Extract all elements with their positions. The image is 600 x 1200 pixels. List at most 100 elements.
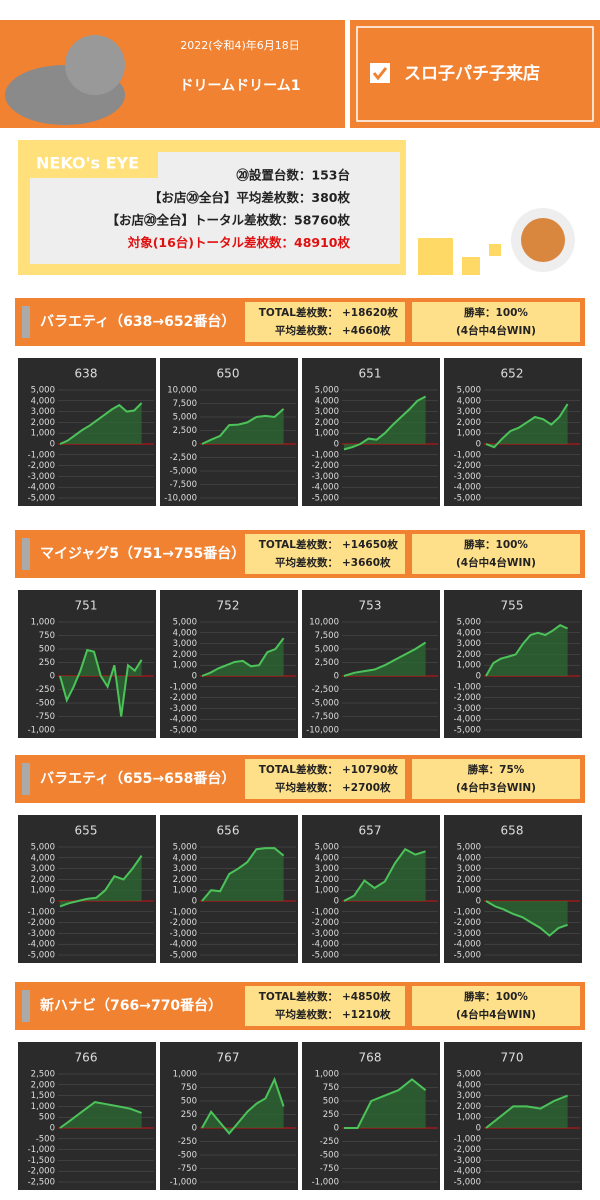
y-tick-label: 1,000 [457,1113,481,1123]
y-tick-label: 2,000 [31,875,55,885]
y-tick-label: 2,500 [173,426,197,436]
y-tick-label: 2,000 [173,875,197,885]
y-tick-label: -2,000 [454,918,481,928]
line [485,403,569,449]
y-tick-label: -2,000 [312,918,339,928]
line [343,395,427,451]
y-tick-label: -500 [36,699,55,709]
y-tick-label: 1,000 [457,886,481,896]
y-tick-label: -1,500 [28,1156,55,1166]
area [60,650,142,717]
y-tick-label: 2,500 [315,658,339,668]
win-rate: 勝率：100% [464,306,528,319]
y-tick-label: 3,000 [457,407,481,417]
average-value: +4660枚 [342,324,391,337]
deco [489,244,501,256]
area [202,408,284,444]
y-tick-label: 2,000 [457,418,481,428]
line [485,900,568,937]
chart-title: 751 [75,599,98,613]
win-count: (4台中4台WIN) [456,324,536,337]
y-tick-label: -250 [36,685,55,695]
y-tick-label: 4,000 [457,628,481,638]
y-tick-label: 5,000 [315,843,339,853]
chart-panel [444,815,582,963]
y-tick-label: 1,000 [173,661,197,671]
y-tick-label: -7,500 [170,480,197,490]
win-rate: 勝率：100% [464,990,528,1003]
y-tick-label: 1,000 [315,886,339,896]
y-tick-label: -5,000 [170,951,197,961]
line [201,637,285,677]
total-value: +14650枚 [342,538,398,551]
y-tick-label: -4,000 [28,940,55,950]
y-tick-label: 0 [192,897,197,907]
y-tick-label: 250 [181,1110,197,1120]
y-tick-label: 3,000 [457,1091,481,1101]
neko-line: 対象(16台)トータル差枚数：48910枚 [127,235,351,250]
y-tick-label: -2,000 [28,918,55,928]
y-tick-label: -3,000 [170,704,197,714]
y-tick-label: -4,000 [454,1167,481,1177]
win-count: (4台中4台WIN) [456,1008,536,1021]
section-title: 新ハナビ（766→770番台） [40,997,222,1014]
y-tick-label: 0 [476,1124,481,1134]
y-tick-label: -500 [36,1134,55,1144]
y-tick-label: -250 [320,1137,339,1147]
y-tick-label: 0 [192,440,197,450]
deco [418,238,453,275]
chart-title: 755 [501,599,524,613]
stats-box [245,534,405,574]
y-tick-label: 5,000 [31,386,55,396]
section-title: バラエティ（638→652番台） [40,313,235,330]
y-tick-label: -5,000 [312,951,339,961]
line [59,648,143,717]
win-rate: 勝率：100% [464,538,528,551]
y-tick-label: 4,000 [31,396,55,406]
y-tick-label: -2,000 [28,1167,55,1177]
visit: スロ子パチ子来店 [404,63,540,84]
y-tick-label: 1,000 [315,1070,339,1080]
win-box [412,534,580,574]
y-tick-label: -1,000 [312,450,339,460]
y-tick-label: -3,000 [28,929,55,939]
y-tick-label: 750 [181,1083,197,1093]
y-tick-label: -1,000 [454,450,481,460]
y-tick-label: 1,000 [173,886,197,896]
y-tick-label: 2,000 [457,1102,481,1112]
y-tick-label: -5,000 [170,467,197,477]
cat-icon [521,218,565,262]
y-tick-label: 7,500 [173,399,197,409]
chart-title: 652 [501,367,524,381]
area [344,849,426,901]
y-tick-label: -3,000 [454,1156,481,1166]
y-tick-label: -3,000 [454,704,481,714]
line [343,641,427,677]
y-tick-label: -2,000 [28,461,55,471]
average-label: 平均差枚数： [275,1008,338,1021]
stats-box [245,986,405,1026]
total-value: +18620枚 [342,306,398,319]
y-tick-label: 5,000 [173,843,197,853]
y-tick-label: 3,000 [315,864,339,874]
y-tick-label: 4,000 [457,1080,481,1090]
y-tick-label: -4,000 [312,940,339,950]
y-tick-label: 3,000 [315,407,339,417]
section-mark [22,306,30,338]
y-tick-label: -4,000 [312,483,339,493]
neko-line: 【お店⑳全台】平均差枚数：380枚 [149,190,351,205]
y-tick-label: -5,000 [454,494,481,504]
win-box [412,302,580,342]
average-value: +3660枚 [342,556,391,569]
y-tick-label: 5,000 [31,843,55,853]
y-tick-label: 250 [39,658,55,668]
average-label: 平均差枚数： [275,324,338,337]
win-count: (4台中4台WIN) [456,556,536,569]
win-rate: 勝率：75% [468,763,525,776]
total-label: TOTAL差枚数： [259,763,338,776]
y-tick-label: -2,000 [170,693,197,703]
y-tick-label: -4,000 [170,940,197,950]
y-tick-label: -4,000 [170,715,197,725]
y-tick-label: -3,000 [28,472,55,482]
